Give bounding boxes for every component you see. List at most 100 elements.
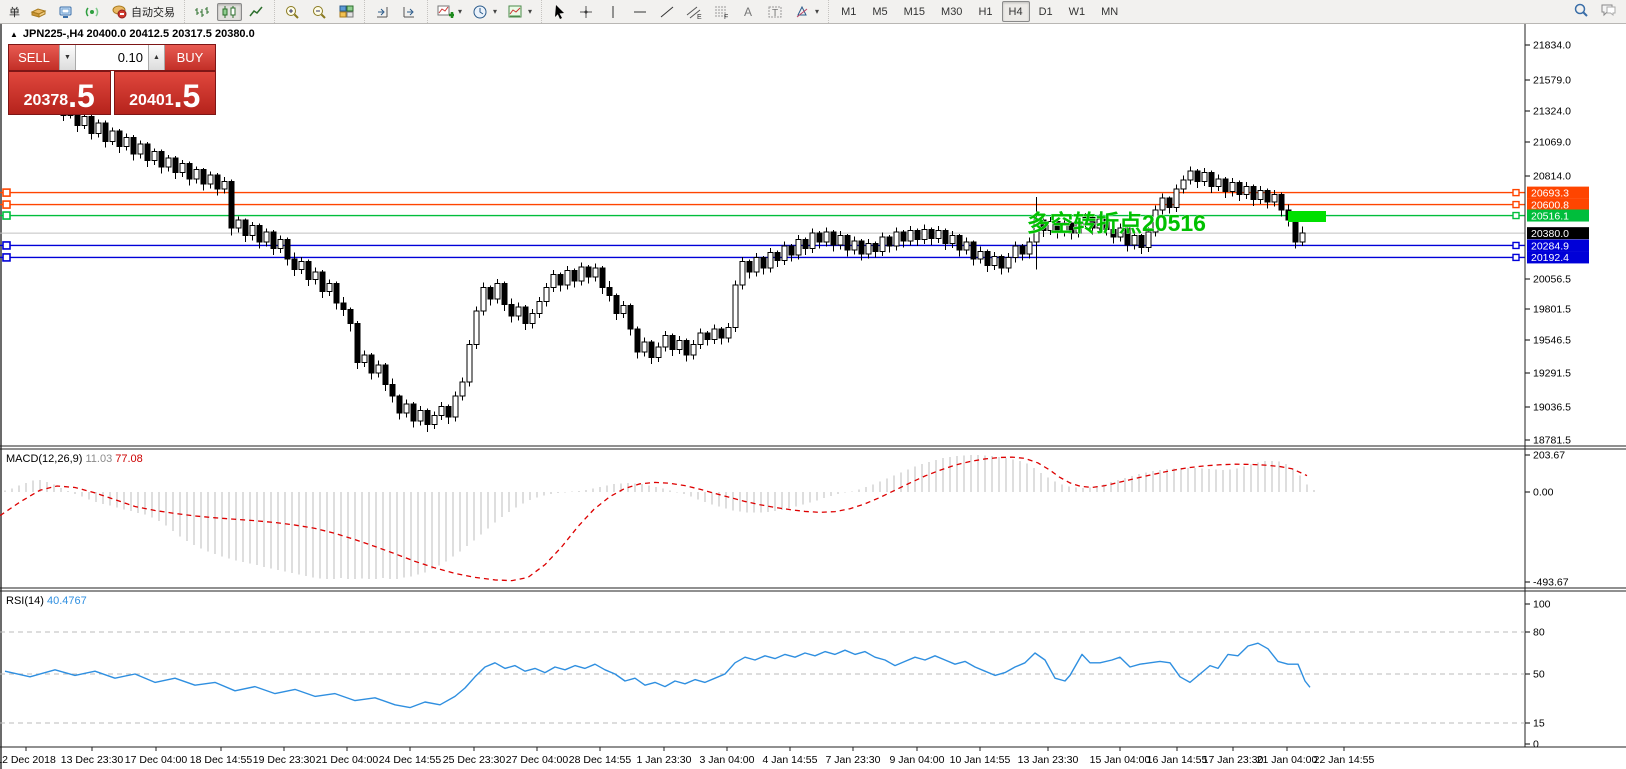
candle-body (375, 364, 382, 374)
candle-chart-button[interactable] (217, 2, 242, 21)
candle-body (102, 122, 109, 142)
candle-body (1131, 235, 1138, 246)
time-tick-label: 19 Dec 23:30 (253, 754, 316, 766)
time-tick-label: 16 Jan 14:55 (1147, 754, 1208, 766)
shapes-button[interactable]: ▾ (790, 3, 823, 21)
volume-decrease-button[interactable]: ▼ (59, 45, 76, 70)
rsi-tick-label: 15 (1533, 718, 1545, 730)
zoom-out-button[interactable] (307, 3, 332, 21)
volume-input[interactable] (76, 45, 148, 70)
cloud-terminal-button[interactable] (53, 3, 78, 21)
timeframe-mn[interactable]: MN (1101, 5, 1119, 18)
new-order-button[interactable]: 单 (5, 3, 24, 21)
line-anchor-icon[interactable] (2, 241, 11, 250)
price-tag (1527, 209, 1589, 222)
timeframe-m5[interactable]: M5 (872, 5, 888, 18)
vline-icon (605, 4, 622, 20)
candle-body (802, 239, 809, 250)
chevron-down-icon[interactable]: ▾ (493, 7, 498, 16)
sell-price-button[interactable]: 20378.5 (8, 71, 111, 115)
candle-body (837, 235, 844, 246)
search-icon[interactable] (1572, 2, 1590, 22)
candle-body (270, 231, 277, 250)
candle-body (585, 266, 592, 278)
candle-body (1243, 186, 1250, 195)
candle-body (151, 151, 158, 162)
rsi-line (4, 642, 1311, 709)
candle-body (627, 305, 634, 330)
candle-body (333, 283, 340, 304)
candle-body (445, 406, 452, 418)
text-label-button[interactable]: T (763, 3, 788, 21)
toolbar-group (364, 0, 427, 23)
buy-price-button[interactable]: 20401.5 (113, 71, 216, 115)
candle-body (347, 308, 354, 325)
green-rectangle-object[interactable] (1288, 211, 1326, 222)
candle-body (1180, 179, 1187, 190)
candle-body (116, 130, 123, 147)
line-anchor-icon[interactable] (2, 188, 11, 197)
line-anchor-icon[interactable] (1512, 211, 1520, 220)
collapse-panel-icon[interactable]: ▲ (10, 29, 18, 39)
candle-body (1299, 232, 1306, 243)
time-tick-label: 4 Jan 14:55 (763, 754, 818, 766)
price-tick-label: 19546.5 (1533, 335, 1571, 347)
line-anchor-icon[interactable] (1512, 200, 1520, 209)
candle-body (1138, 235, 1145, 248)
chart-shift-button[interactable] (397, 3, 422, 21)
timeframe-h4[interactable]: H4 (1001, 1, 1030, 22)
line-anchor-icon[interactable] (2, 253, 11, 262)
zoom-in-button[interactable] (280, 3, 305, 21)
bar-chart-button[interactable] (190, 3, 215, 21)
chevron-down-icon[interactable]: ▾ (458, 7, 463, 16)
signal-button[interactable] (80, 3, 105, 21)
gold-box-button[interactable] (26, 3, 51, 21)
chart-annotation-text[interactable]: 多空转折点20516 (1027, 210, 1207, 237)
timeframe-m1[interactable]: M1 (841, 5, 857, 18)
chat-icon[interactable] (1600, 2, 1618, 22)
toolbar-group (184, 0, 274, 23)
chevron-down-icon[interactable]: ▾ (815, 7, 820, 16)
crosshair-button[interactable] (574, 3, 599, 21)
line-anchor-icon[interactable] (1512, 241, 1520, 250)
hline-button[interactable] (628, 3, 653, 21)
volume-increase-button[interactable]: ▲ (148, 45, 165, 70)
candle-body (697, 332, 704, 345)
chevron-down-icon[interactable]: ▾ (528, 7, 533, 16)
timeframe-w1[interactable]: W1 (1068, 5, 1086, 18)
tile-windows-button[interactable] (334, 3, 359, 21)
price-tag (1527, 227, 1589, 240)
candle-body (368, 354, 375, 374)
timeframe-m15[interactable]: M15 (903, 5, 926, 18)
add-indicator-button[interactable]: ▾ (433, 3, 466, 21)
price-tag (1527, 198, 1589, 211)
candle-body (949, 235, 956, 245)
template-button[interactable]: ▾ (503, 3, 536, 21)
cursor-button[interactable] (547, 3, 572, 21)
line-chart-button[interactable] (244, 3, 269, 21)
macd-signal-line (0, 456, 1308, 582)
sell-button[interactable]: SELL (9, 45, 59, 70)
candle-body (543, 286, 550, 303)
timeframe-h1[interactable]: H1 (978, 5, 993, 18)
timeframe-d1[interactable]: D1 (1038, 5, 1053, 18)
candle-body (81, 116, 88, 127)
price-tick-label: 19291.5 (1533, 368, 1571, 380)
scroll-end-button[interactable] (370, 3, 395, 21)
chart-canvas[interactable]: 多空转折点20516 21834.0 21579.0 21324.0 21069.0 20… (0, 24, 1626, 769)
text-button[interactable]: A (736, 3, 761, 21)
trendline-button[interactable] (655, 3, 680, 21)
vline-button[interactable] (601, 3, 626, 21)
line-anchor-icon[interactable] (2, 200, 11, 209)
candle-body (305, 261, 312, 281)
periods-clock-button[interactable]: ▾ (468, 3, 501, 21)
line-anchor-icon[interactable] (2, 211, 11, 220)
line-anchor-icon[interactable] (1512, 253, 1520, 262)
autotrading-button[interactable]: 自动交易 (107, 3, 179, 21)
candle-body (172, 157, 179, 173)
channel-button[interactable]: E (682, 3, 707, 21)
fibonacci-button[interactable]: F (709, 3, 734, 21)
timeframe-m30[interactable]: M30 (941, 5, 963, 18)
line-anchor-icon[interactable] (1512, 188, 1520, 197)
buy-button[interactable]: BUY (165, 45, 215, 70)
